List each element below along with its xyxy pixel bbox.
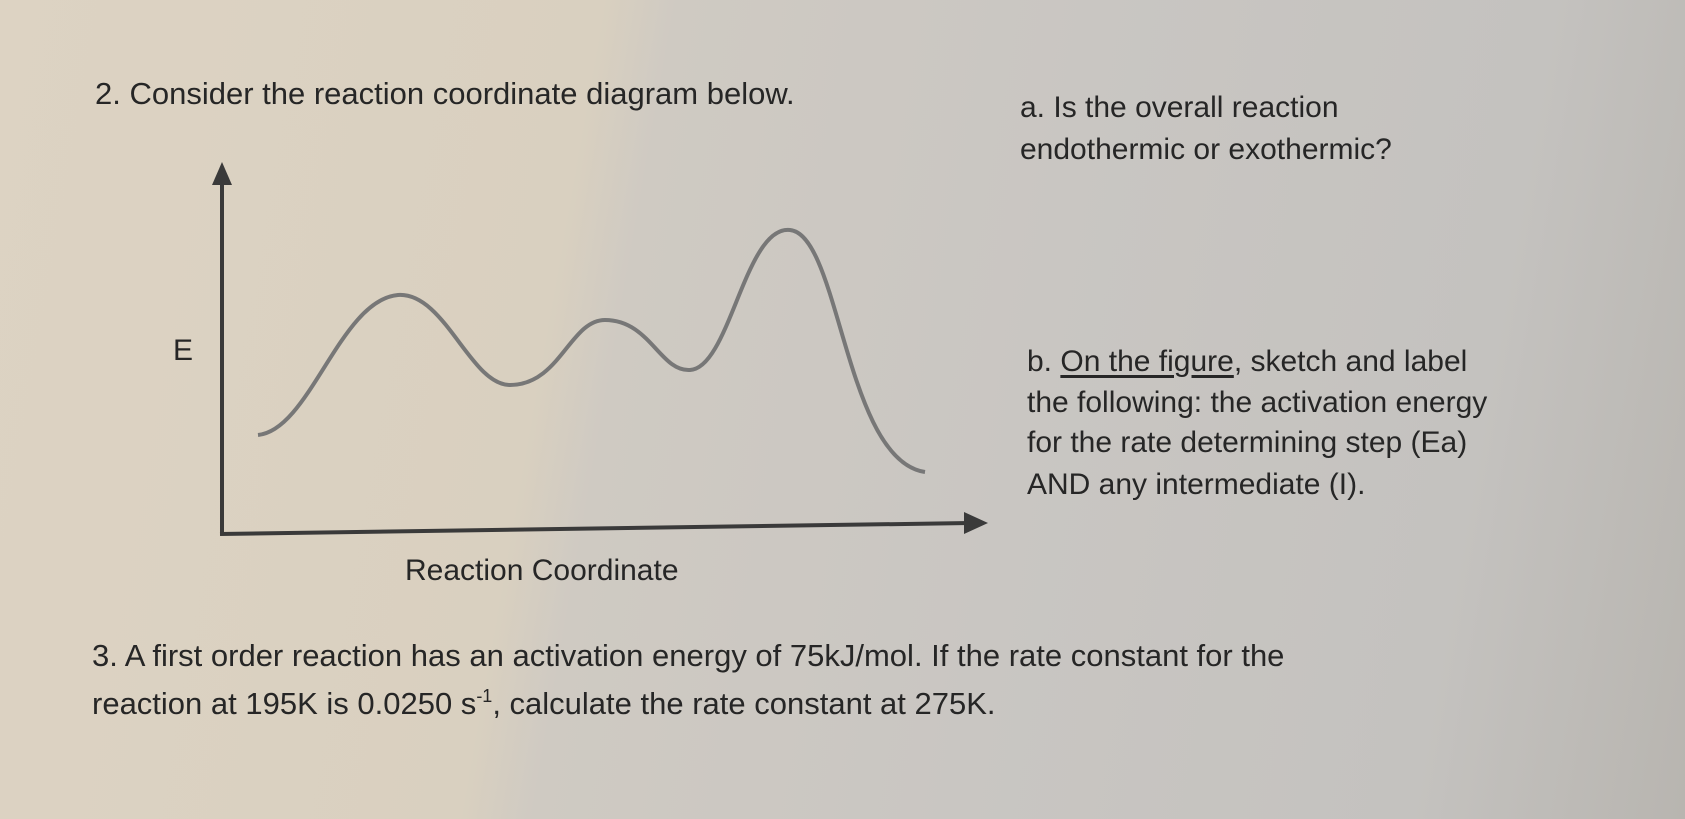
part-b-line: the following: the activation energy	[1027, 386, 1488, 419]
question-2: 2. Consider the reaction coordinate diag…	[95, 76, 795, 111]
question-3-line: reaction at 195K is 0.0250 s-1, calculat…	[92, 686, 996, 721]
y-axis-arrow	[212, 162, 232, 185]
question-3-text: reaction at 195K is 0.0250 s	[92, 686, 477, 721]
x-axis-label: Reaction Coordinate	[405, 554, 679, 587]
superscript: -1	[476, 686, 493, 706]
question-3-line: 3. A first order reaction has an activat…	[92, 638, 1285, 673]
part-b-number: b.	[1027, 345, 1053, 378]
part-a-line: endothermic or exothermic?	[1020, 133, 1392, 166]
question-3-text: , calculate the rate constant at 275K.	[492, 686, 996, 721]
part-b-line: b. On the figure, sketch and label	[1027, 347, 1467, 377]
underlined-text: On the figure	[1060, 345, 1234, 378]
part-b-line: for the rate determining step (Ea)	[1027, 426, 1468, 459]
x-axis	[219, 521, 971, 536]
part-b-text: , sketch and label	[1233, 345, 1468, 378]
y-axis-label: E	[173, 334, 194, 367]
part-a-line: a. Is the overall reaction	[1020, 91, 1339, 124]
energy-curve	[257, 227, 926, 474]
x-axis-arrow	[964, 512, 988, 534]
part-b-line: AND any intermediate (I).	[1027, 468, 1366, 501]
